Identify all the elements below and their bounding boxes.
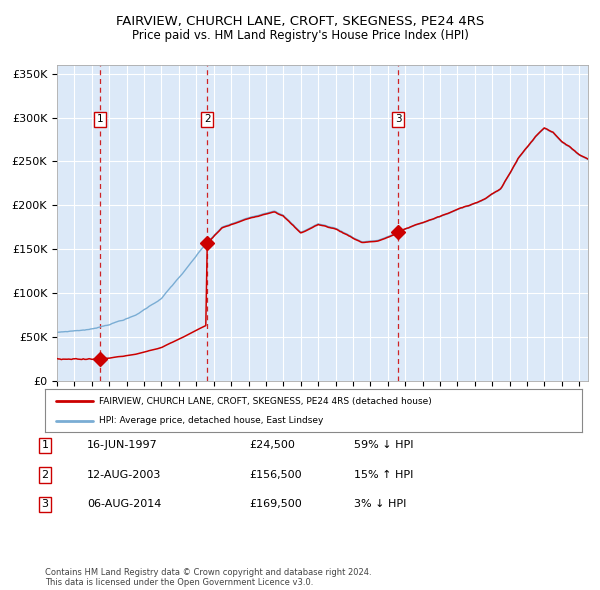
Text: 06-AUG-2014: 06-AUG-2014 bbox=[87, 500, 161, 509]
Text: HPI: Average price, detached house, East Lindsey: HPI: Average price, detached house, East… bbox=[98, 417, 323, 425]
Text: 3: 3 bbox=[41, 500, 49, 509]
Text: Price paid vs. HM Land Registry's House Price Index (HPI): Price paid vs. HM Land Registry's House … bbox=[131, 30, 469, 42]
Text: 16-JUN-1997: 16-JUN-1997 bbox=[87, 441, 158, 450]
Text: 2: 2 bbox=[41, 470, 49, 480]
Text: £24,500: £24,500 bbox=[249, 441, 295, 450]
Text: 3% ↓ HPI: 3% ↓ HPI bbox=[354, 500, 406, 509]
Text: 1: 1 bbox=[97, 114, 103, 124]
Text: FAIRVIEW, CHURCH LANE, CROFT, SKEGNESS, PE24 4RS: FAIRVIEW, CHURCH LANE, CROFT, SKEGNESS, … bbox=[116, 15, 484, 28]
Text: FAIRVIEW, CHURCH LANE, CROFT, SKEGNESS, PE24 4RS (detached house): FAIRVIEW, CHURCH LANE, CROFT, SKEGNESS, … bbox=[98, 397, 431, 406]
Text: £156,500: £156,500 bbox=[249, 470, 302, 480]
Text: 2: 2 bbox=[204, 114, 211, 124]
Text: 3: 3 bbox=[395, 114, 401, 124]
Text: 12-AUG-2003: 12-AUG-2003 bbox=[87, 470, 161, 480]
Text: 1: 1 bbox=[41, 441, 49, 450]
Text: £169,500: £169,500 bbox=[249, 500, 302, 509]
Text: 59% ↓ HPI: 59% ↓ HPI bbox=[354, 441, 413, 450]
Text: 15% ↑ HPI: 15% ↑ HPI bbox=[354, 470, 413, 480]
Text: Contains HM Land Registry data © Crown copyright and database right 2024.
This d: Contains HM Land Registry data © Crown c… bbox=[45, 568, 371, 587]
